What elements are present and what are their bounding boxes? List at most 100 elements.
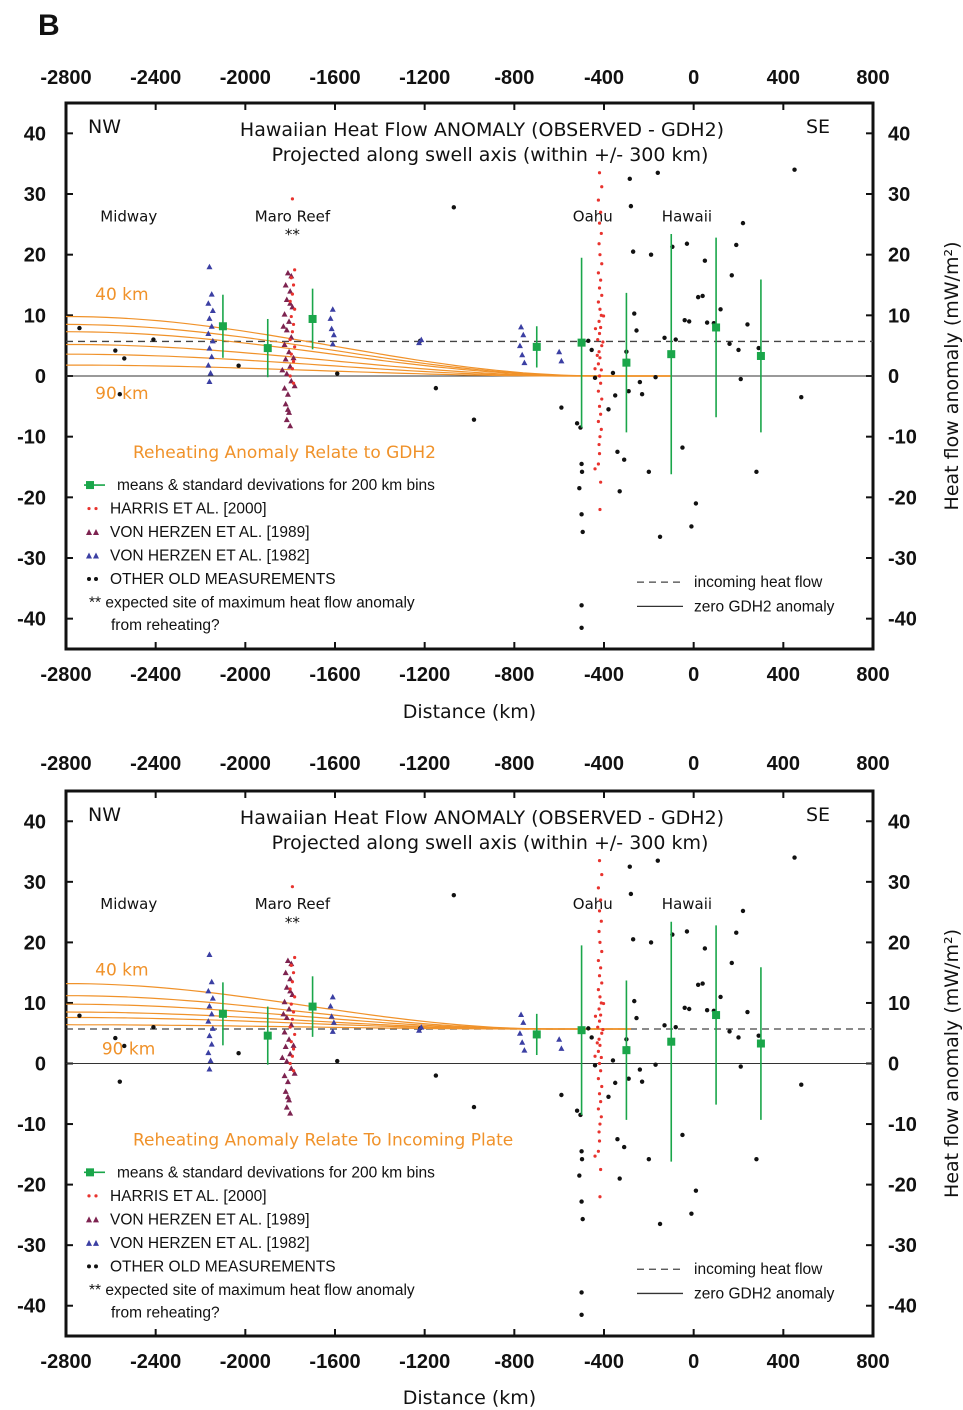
vonherzen-1989-point: [283, 370, 290, 377]
other-measurement-point: [657, 1221, 663, 1227]
vonherzen-1982-point: [206, 951, 213, 957]
panel-letter: B: [38, 9, 60, 42]
harris-point: [597, 974, 602, 978]
y-tick-label-right: -40: [888, 1296, 917, 1318]
other-measurement-point: [151, 1024, 156, 1030]
harris-point: [289, 963, 293, 968]
other-measurement-point: [736, 1035, 741, 1040]
other-measurement-point: [577, 1173, 582, 1178]
x-tick-label-top: -800: [494, 753, 534, 775]
harris-point: [599, 1167, 603, 1172]
x-tick-label-bottom: -2800: [40, 664, 91, 686]
y-axis-label: Heat flow anomaly (mW/m²): [941, 242, 963, 511]
y-tick-label-right: -20: [888, 487, 917, 509]
other-measurement-point: [630, 937, 636, 942]
curve-depth-label: 90 km: [102, 1039, 155, 1059]
harris-point: [290, 197, 295, 201]
vonherzen-1982-point: [328, 325, 335, 332]
other-measurement-point: [586, 1026, 591, 1031]
other-measurement-point: [634, 328, 639, 333]
harris-point: [600, 1084, 604, 1089]
other-measurement-point: [736, 347, 741, 353]
other-measurement-point: [718, 307, 723, 312]
harris-point: [290, 1054, 295, 1058]
other-measurement-point: [646, 469, 652, 475]
vonherzen-1989-point: [281, 998, 288, 1005]
other-measurement-point: [610, 1058, 616, 1063]
harris-point: [600, 872, 604, 877]
vonherzen-1982-point: [416, 339, 423, 346]
mean-marker: [218, 1009, 227, 1018]
other-measurement-point: [682, 1005, 687, 1010]
vonherzen-1989-point: [286, 318, 293, 324]
vonherzen-1982-point: [205, 1018, 212, 1024]
harris-point: [597, 1019, 602, 1023]
other-measurement-point: [335, 371, 340, 376]
other-measurement-point: [628, 203, 634, 209]
other-measurement-point: [613, 1080, 618, 1086]
x-tick-label-bottom: -1600: [309, 664, 360, 686]
harris-point: [596, 886, 600, 890]
harris-point: [596, 198, 600, 202]
mean-marker: [667, 350, 676, 359]
legend: means & standard devivations for 200 km …: [84, 477, 835, 634]
other-measurement-point: [662, 335, 667, 340]
harris-point: [599, 480, 603, 484]
legend-incoming-heat-flow: incoming heat flow: [694, 574, 823, 591]
x-tick-label-bottom: 400: [767, 1351, 800, 1373]
y-tick-label-right: 10: [888, 993, 910, 1015]
other-measurement-point: [702, 258, 708, 263]
other-measurement-point: [738, 1064, 743, 1069]
mean-marker: [218, 322, 227, 331]
other-measurement-point: [627, 176, 632, 182]
mean-marker: [712, 1011, 721, 1020]
harris-point: [290, 980, 295, 984]
place-label: Hawaii: [662, 895, 712, 913]
reheating-curve: [66, 353, 672, 377]
other-measurement-point: [579, 1290, 584, 1295]
harris-point: [596, 958, 600, 963]
vonherzen-1982-point: [209, 307, 216, 313]
x-tick-label-top: 0: [688, 67, 699, 89]
other-measurement-point: [471, 1104, 477, 1110]
other-measurement-point: [471, 417, 477, 422]
x-tick-label-bottom: -1200: [399, 1351, 450, 1373]
harris-point: [288, 374, 292, 378]
harris-point: [596, 389, 600, 393]
y-tick-label-right: 10: [888, 305, 910, 327]
other-measurement-point: [615, 1136, 620, 1142]
x-tick-label-top: -2400: [130, 753, 181, 775]
y-tick-label-right: -30: [888, 548, 917, 570]
other-measurement-point: [632, 998, 637, 1004]
harris-point: [600, 981, 604, 985]
mean-marker: [712, 323, 721, 332]
curve-depth-label: 40 km: [95, 961, 148, 981]
other-measurement-point: [579, 1149, 584, 1154]
harris-point: [599, 210, 603, 214]
vonherzen-1982-point: [207, 1057, 214, 1063]
x-tick-label-bottom: -1600: [309, 1351, 360, 1373]
x-tick-label-top: -1200: [399, 67, 450, 89]
y-tick-label-left: -10: [17, 427, 46, 449]
harris-point: [290, 367, 295, 371]
x-tick-label-top: -2000: [220, 753, 271, 775]
x-tick-label-top: -2800: [40, 753, 91, 775]
vonherzen-1982-point: [208, 1010, 215, 1017]
harris-point: [597, 374, 602, 378]
vonherzen-1982-point: [208, 353, 215, 360]
other-measurement-point: [617, 489, 622, 494]
harris-point: [599, 412, 603, 416]
harris-point: [600, 397, 604, 401]
vonherzen-1982-point: [209, 995, 216, 1001]
legend-vh1982: VON HERZEN ET AL. [1982]: [110, 1235, 310, 1252]
harris-point: [599, 966, 603, 970]
harris-point: [598, 253, 602, 257]
other-measurement-point: [579, 625, 584, 630]
vonherzen-1982-point: [206, 315, 213, 321]
mean-marker: [756, 1039, 765, 1048]
y-tick-label-left: -40: [17, 609, 46, 631]
harris-point: [597, 331, 602, 336]
other-measurement-point: [579, 1156, 585, 1162]
y-tick-label-left: 20: [24, 245, 46, 267]
mean-marker: [577, 338, 586, 347]
